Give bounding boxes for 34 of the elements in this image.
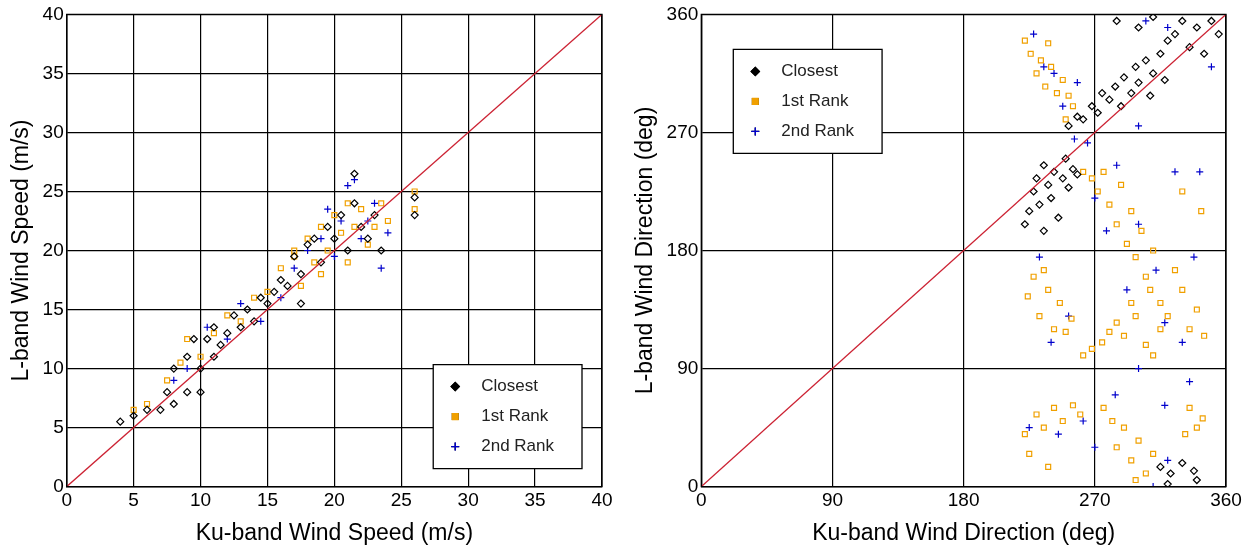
x-tick-label: 20 — [323, 489, 345, 511]
legend-label: 2nd Rank — [781, 121, 855, 141]
y-tick-label: 20 — [42, 238, 64, 260]
y-tick-label: 270 — [666, 120, 699, 142]
x-axis-title: Ku-band Wind Speed (m/s) — [195, 518, 474, 545]
y-axis-title: L-band Wind Direction (deg) — [631, 106, 658, 395]
x-tick-label: 40 — [591, 489, 613, 511]
y-tick-label: 25 — [42, 179, 64, 201]
y-tick-label: 40 — [42, 2, 64, 24]
x-tick-label: 15 — [256, 489, 279, 511]
x-tick-label: 360 — [1210, 489, 1242, 511]
legend-label: 1st Rank — [481, 406, 549, 426]
x-tick-label: 90 — [821, 489, 844, 511]
x-tick-label: 5 — [128, 489, 139, 511]
legend-label: 2nd Rank — [481, 436, 555, 456]
x-axis-title: Ku-band Wind Direction (deg) — [812, 518, 1116, 545]
legend-label: Closest — [481, 376, 539, 396]
x-tick-label: 25 — [390, 489, 412, 511]
y-axis-title: L-band Wind Speed (m/s) — [7, 119, 34, 382]
x-tick-label: 10 — [189, 489, 212, 511]
y-tick-label: 30 — [42, 120, 64, 142]
x-tick-label: 270 — [1078, 489, 1111, 511]
y-tick-label: 35 — [42, 61, 64, 83]
x-tick-label: 35 — [524, 489, 546, 511]
y-tick-label: 5 — [53, 415, 64, 437]
y-tick-label: 10 — [42, 356, 64, 378]
x-tick-label: 30 — [457, 489, 479, 511]
y-tick-label: 180 — [666, 238, 699, 260]
x-tick-label: 180 — [947, 489, 980, 511]
legend-label: 1st Rank — [781, 91, 849, 111]
legend-label: Closest — [781, 61, 839, 81]
y-tick-label: 90 — [677, 356, 699, 378]
y-tick-label: 15 — [42, 297, 64, 319]
y-tick-label: 360 — [666, 2, 699, 24]
